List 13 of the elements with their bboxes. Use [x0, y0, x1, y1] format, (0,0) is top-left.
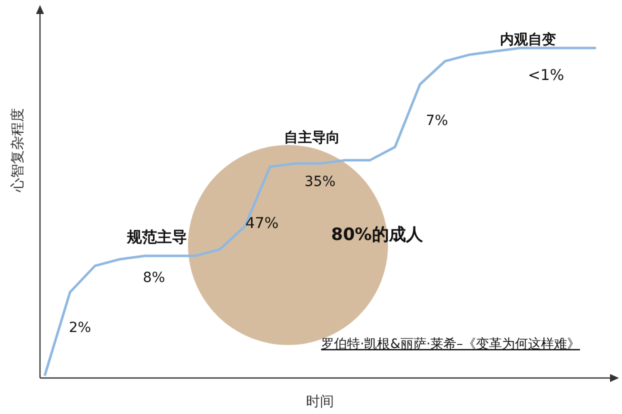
annotation: 2% — [68, 320, 92, 336]
annotation: 7% — [426, 113, 448, 129]
y-axis-title: 心智复杂程度 — [10, 108, 26, 193]
x-axis-title: 时间 — [306, 394, 334, 410]
annotation: 规范主导 — [126, 228, 187, 246]
annotation: 8% — [142, 270, 166, 286]
annotation: 80%的成人 — [331, 225, 424, 245]
annotation: 35% — [304, 174, 336, 190]
annotation: 罗伯特·凯根&丽萨·莱希–《变革为何这样难》 — [321, 337, 580, 352]
annotation: <1% — [528, 66, 564, 84]
annotation: 自主导向 — [284, 129, 340, 146]
annotation: 47% — [245, 214, 279, 232]
annotation: 内观自变 — [500, 31, 556, 48]
